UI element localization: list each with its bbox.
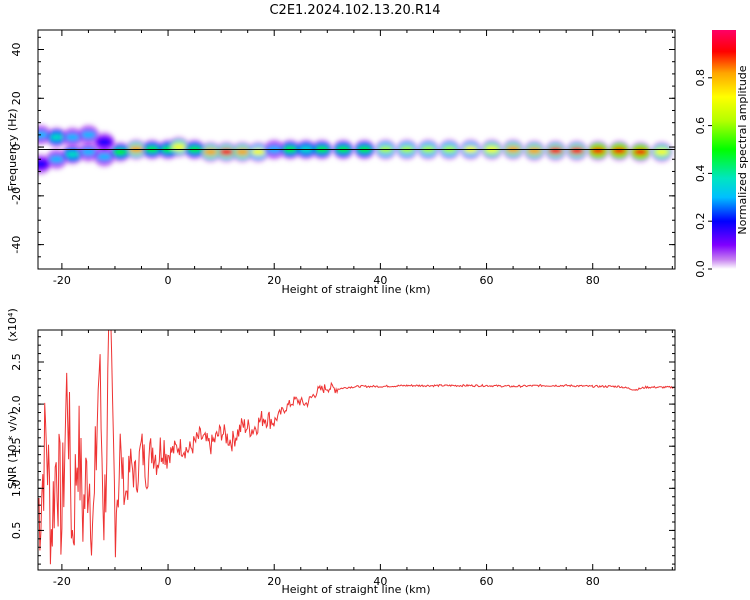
x-tick-label: 80 bbox=[586, 575, 600, 588]
y-tick-label: 0.5 bbox=[10, 522, 23, 540]
spectrogram-frame bbox=[37, 29, 676, 270]
y-tick-label: 2.0 bbox=[10, 395, 23, 413]
spectrogram-peak bbox=[527, 147, 542, 155]
y-tick-label: 2.5 bbox=[10, 353, 23, 371]
colorbar-tick-label: 0.0 bbox=[694, 260, 707, 278]
y-tick-label: -20 bbox=[10, 187, 23, 205]
spectrogram-peak bbox=[235, 148, 250, 156]
spectrogram-peak bbox=[633, 148, 648, 156]
spectrogram-peak bbox=[591, 147, 606, 155]
spectrogram-peak bbox=[654, 148, 669, 156]
y-tick-label: 0 bbox=[10, 144, 23, 151]
x-tick-label: 20 bbox=[267, 274, 281, 287]
x-tick-label: 60 bbox=[480, 274, 494, 287]
snr-plot: -20 0 20 40 60 80 0.5 1.0 1.5 2.0 2.5 Height of s… bbox=[6, 308, 676, 596]
colorbar-label: Normalized spectral amplitude bbox=[736, 65, 749, 234]
spectrogram-x-label: Height of straight line (km) bbox=[281, 283, 430, 296]
y-tick-label: 40 bbox=[10, 43, 23, 57]
colorbar-tick-label: 0.4 bbox=[694, 165, 707, 183]
spectrogram-peak bbox=[97, 138, 112, 146]
colorbar: 0.0 0.2 0.4 0.6 0.8 Normalized spectral ampl… bbox=[694, 30, 749, 278]
x-tick-label: 20 bbox=[267, 575, 281, 588]
spectrogram-peak bbox=[171, 143, 186, 151]
spectrogram-peak bbox=[113, 148, 128, 156]
colorbar-tick-label: 0.2 bbox=[694, 212, 707, 230]
colorbar-gradient bbox=[712, 30, 736, 269]
y-tick-label: 1.0 bbox=[10, 480, 23, 498]
spectrogram-peak bbox=[251, 148, 266, 156]
spectrogram-peak bbox=[219, 148, 234, 156]
y-tick-label: -40 bbox=[10, 236, 23, 254]
snr-x-label: Height of straight line (km) bbox=[281, 583, 430, 596]
spectrogram-peak bbox=[569, 147, 584, 155]
spectrogram-y-ticks: -40 -20 0 20 40 bbox=[10, 36, 675, 270]
colorbar-tick-label: 0.8 bbox=[694, 69, 707, 87]
x-tick-label: 60 bbox=[480, 575, 494, 588]
spectrogram-y-label: Frequency (Hz) bbox=[6, 109, 19, 192]
x-tick-label: 0 bbox=[165, 274, 172, 287]
spectrogram-peak bbox=[65, 150, 80, 158]
snr-y-label: SNR (10 * v/v) bbox=[6, 411, 19, 489]
y-tick-label: 1.5 bbox=[10, 437, 23, 455]
spectrogram-plot: -20 0 20 40 60 80 -40 -20 0 20 40 Height of strai… bbox=[6, 29, 676, 296]
colorbar-ticks: 0.0 0.2 0.4 0.6 0.8 bbox=[694, 69, 712, 278]
spectrogram-peak bbox=[38, 131, 48, 139]
spectrogram-peak bbox=[81, 131, 96, 139]
x-tick-label: 0 bbox=[165, 575, 172, 588]
spectrogram-peak bbox=[612, 147, 627, 155]
spectrogram-peak bbox=[49, 133, 64, 141]
colorbar-tick-label: 0.6 bbox=[694, 117, 707, 135]
snr-frame bbox=[37, 329, 676, 571]
spectrogram-peak bbox=[97, 153, 112, 161]
spectrogram-peak bbox=[38, 160, 48, 168]
x-tick-label: -20 bbox=[53, 274, 71, 287]
spectrogram-peak bbox=[548, 147, 563, 155]
spectrogram-peak bbox=[65, 133, 80, 141]
y-tick-label: 20 bbox=[10, 91, 23, 105]
snr-y-multiplier: (x10⁴) bbox=[6, 308, 19, 342]
snr-y-ticks: 0.5 1.0 1.5 2.0 2.5 bbox=[10, 336, 675, 565]
spectrogram-peak bbox=[49, 155, 64, 163]
x-tick-label: -20 bbox=[53, 575, 71, 588]
spectrogram-peak bbox=[203, 148, 218, 156]
spectrogram-peak bbox=[81, 148, 96, 156]
x-tick-label: 40 bbox=[373, 274, 387, 287]
snr-x-ticks: -20 0 20 40 60 80 bbox=[53, 330, 673, 588]
x-tick-label: 40 bbox=[373, 575, 387, 588]
spectrogram-x-ticks: -20 0 20 40 60 80 bbox=[53, 30, 673, 287]
snr-series-line bbox=[38, 330, 675, 565]
figure-title: C2E1.2024.102.13.20.R14 bbox=[269, 3, 440, 18]
x-tick-label: 80 bbox=[586, 274, 600, 287]
